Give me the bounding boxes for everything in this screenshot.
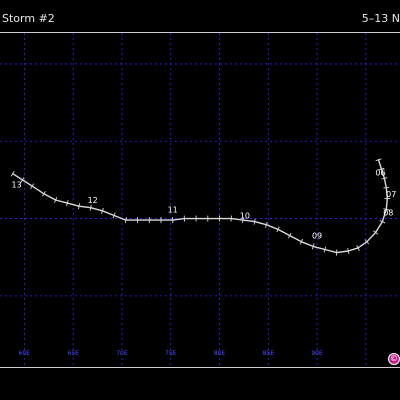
- lat-lon-grid: [0, 33, 400, 365]
- day-label: 12: [88, 196, 98, 205]
- track-tick: [383, 186, 390, 189]
- track-tick: [66, 200, 69, 207]
- date-range: 5–13 N: [361, 12, 400, 25]
- storm-name: Storm #2: [2, 12, 55, 25]
- track-tick: [101, 207, 104, 214]
- longitude-label: 80E: [214, 350, 226, 357]
- track-tick: [89, 204, 92, 211]
- day-label: 10: [240, 212, 250, 221]
- day-label: 09: [312, 232, 322, 241]
- track-tick: [112, 212, 116, 219]
- track-line: [12, 159, 388, 254]
- day-label: 08: [383, 208, 393, 217]
- bottom-border: [0, 367, 400, 368]
- title-bar: Storm #2 5–13 N: [0, 0, 400, 33]
- track-tick: [10, 170, 15, 177]
- longitude-labels: 60E 65E 70E 75E 80E 85E 90E: [19, 350, 323, 357]
- copyright-icon: ©: [388, 353, 400, 365]
- track-tick: [41, 191, 46, 197]
- longitude-label: 85E: [263, 350, 275, 357]
- track-tick: [242, 217, 244, 224]
- track-tick: [264, 221, 268, 228]
- track-tick: [276, 226, 280, 233]
- longitude-label: 60E: [19, 350, 31, 357]
- track-tick: [20, 177, 25, 183]
- track-tick: [77, 203, 81, 210]
- track-tick: [375, 158, 382, 162]
- track-tick: [378, 167, 385, 171]
- track-tick: [30, 183, 35, 189]
- track-tick: [347, 248, 350, 255]
- track-tick: [356, 245, 360, 251]
- track-tick: [253, 218, 256, 225]
- track-tick: [323, 246, 327, 253]
- longitude-label: 65E: [67, 350, 79, 357]
- day-label: 11: [168, 205, 178, 214]
- track-tick: [54, 197, 58, 203]
- track-tick: [379, 219, 386, 224]
- longitude-label: 75E: [165, 350, 177, 357]
- track-tick: [383, 208, 390, 211]
- track-tick: [364, 239, 370, 245]
- track-tick: [299, 238, 304, 245]
- track-tick: [372, 230, 379, 235]
- track-tick: [311, 243, 315, 250]
- longitude-label: 90E: [311, 350, 323, 357]
- storm-track: [10, 158, 391, 256]
- day-label: 13: [11, 181, 21, 190]
- day-label: 07: [386, 190, 396, 199]
- map-canvas: 13 12 11 10 09 08 07 06 60E 65E 70E 75E 80E 85E 90E: [0, 33, 400, 365]
- track-tick: [287, 232, 292, 239]
- day-label: 06: [375, 168, 385, 177]
- longitude-label: 70E: [116, 350, 128, 357]
- track-labels: 13 12 11 10 09 08 07 06: [11, 168, 396, 240]
- track-tick: [381, 177, 388, 180]
- track-tick: [124, 217, 127, 224]
